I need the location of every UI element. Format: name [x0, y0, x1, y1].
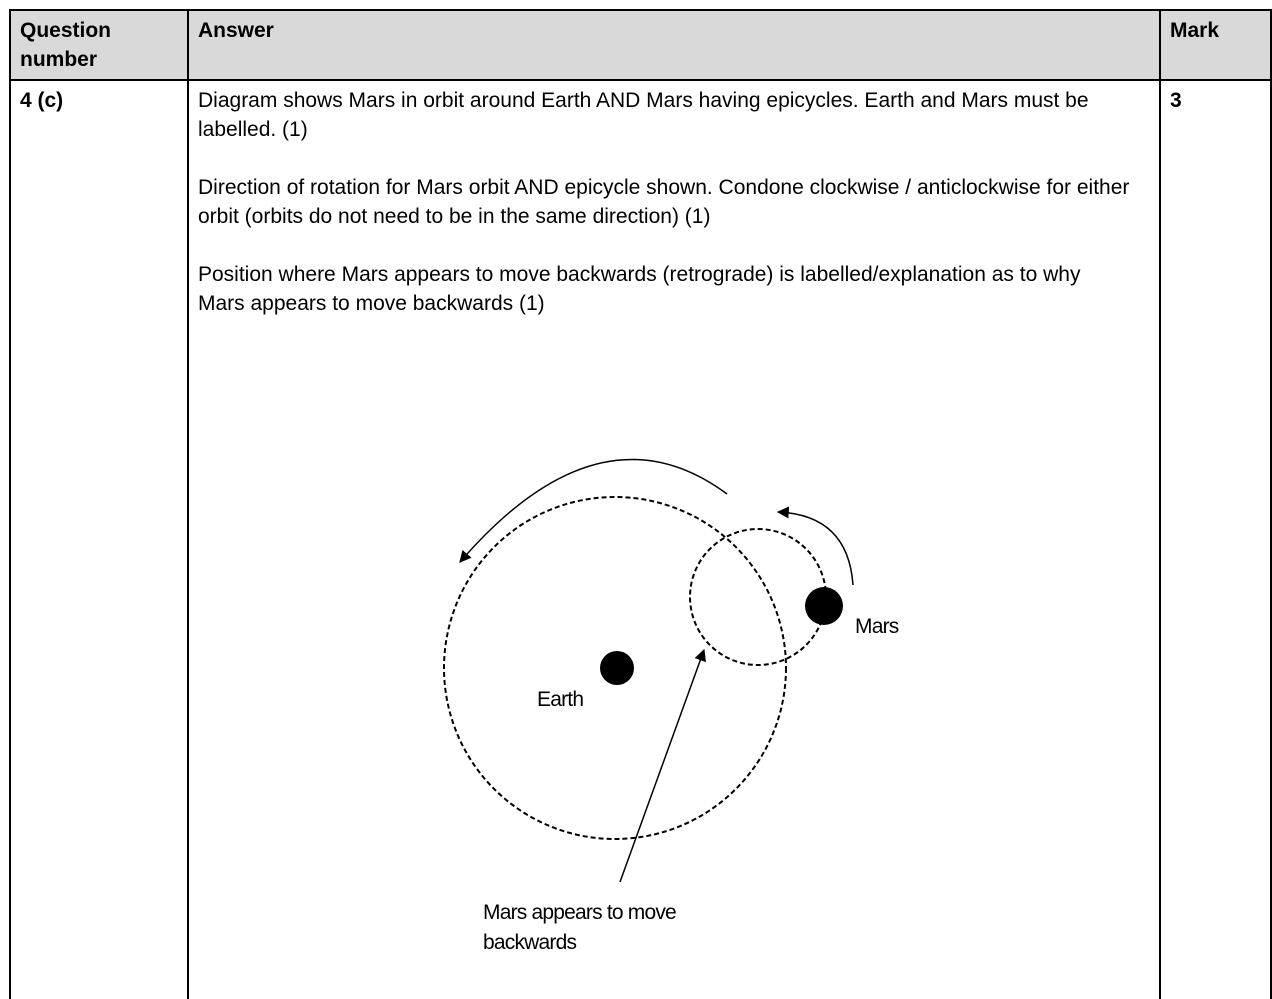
header-cell: Answer	[188, 10, 1160, 80]
header-cell: Mark	[1160, 10, 1272, 80]
question-cell: 4 (c)	[20, 89, 64, 112]
earth-label: Earth	[537, 688, 584, 711]
mark-cell: 3	[1170, 89, 1182, 112]
header-cell: Question number	[10, 10, 188, 80]
pointer-arrow	[619, 648, 706, 883]
answer-paragraph: Direction of rotation for Mars orbit AND…	[198, 176, 1130, 228]
mars-label: Mars	[855, 615, 899, 638]
border	[9, 9, 11, 999]
earth-dot	[600, 651, 634, 685]
border	[187, 9, 189, 999]
epicycle-arrow	[776, 506, 854, 586]
mars-dot	[805, 587, 843, 625]
border	[9, 9, 1272, 11]
border	[1159, 9, 1161, 999]
orbit-arrow	[459, 458, 728, 563]
retrograde-label: Mars appears to move backwards	[483, 901, 677, 954]
border	[1270, 9, 1272, 999]
answer-paragraph: Diagram shows Mars in orbit around Earth…	[198, 89, 1089, 141]
orbit	[443, 496, 787, 840]
answer-paragraph: Position where Mars appears to move back…	[198, 263, 1081, 315]
answer-cell: Diagram shows Mars in orbit around Earth…	[188, 80, 1160, 353]
epicycle	[689, 528, 827, 666]
border	[9, 79, 1272, 81]
